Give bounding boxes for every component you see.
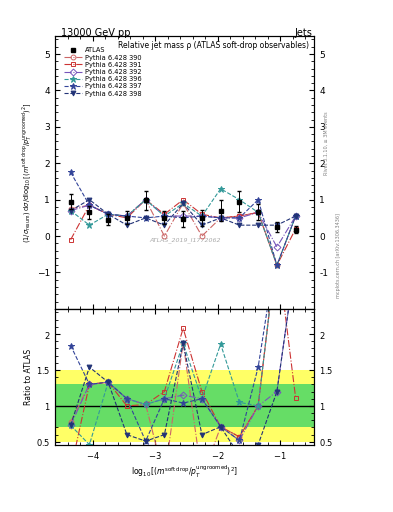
Pythia 6.428 396	[256, 209, 261, 216]
Pythia 6.428 396	[293, 213, 298, 219]
Pythia 6.428 392	[125, 213, 129, 219]
Pythia 6.428 398	[275, 222, 279, 228]
Pythia 6.428 392	[275, 244, 279, 250]
Pythia 6.428 392	[237, 215, 242, 221]
Pythia 6.428 392	[293, 213, 298, 219]
Text: 13000 GeV pp: 13000 GeV pp	[61, 28, 130, 38]
Pythia 6.428 396	[143, 197, 148, 203]
Pythia 6.428 396	[200, 213, 204, 219]
Pythia 6.428 397	[218, 215, 223, 221]
Pythia 6.428 390	[218, 215, 223, 221]
Pythia 6.428 398	[200, 222, 204, 228]
Pythia 6.428 396	[162, 213, 167, 219]
Pythia 6.428 392	[181, 213, 185, 219]
Pythia 6.428 396	[106, 211, 110, 217]
Pythia 6.428 396	[87, 222, 92, 228]
Y-axis label: Ratio to ATLAS: Ratio to ATLAS	[24, 349, 33, 405]
Bar	[55, 370, 314, 442]
Pythia 6.428 392	[200, 213, 204, 219]
Pythia 6.428 397	[181, 215, 185, 221]
Pythia 6.428 390	[125, 213, 129, 219]
Pythia 6.428 392	[87, 202, 92, 208]
Pythia 6.428 398	[181, 200, 185, 206]
Pythia 6.428 397	[125, 213, 129, 219]
Pythia 6.428 397	[162, 213, 167, 219]
Pythia 6.428 390	[68, 206, 73, 212]
Pythia 6.428 398	[293, 213, 298, 219]
Pythia 6.428 391	[275, 262, 279, 268]
Pythia 6.428 398	[106, 211, 110, 217]
Pythia 6.428 397	[68, 169, 73, 176]
Pythia 6.428 391	[218, 215, 223, 221]
Pythia 6.428 397	[275, 262, 279, 268]
Pythia 6.428 391	[125, 215, 129, 221]
Pythia 6.428 397	[237, 215, 242, 221]
Line: Pythia 6.428 397: Pythia 6.428 397	[67, 169, 299, 269]
Pythia 6.428 390	[237, 213, 242, 219]
Line: Pythia 6.428 398: Pythia 6.428 398	[68, 197, 298, 228]
Pythia 6.428 398	[237, 222, 242, 228]
Pythia 6.428 391	[87, 202, 92, 208]
Pythia 6.428 390	[162, 233, 167, 239]
Text: Rivet 3.1.10, ≥ 3M events: Rivet 3.1.10, ≥ 3M events	[324, 112, 329, 175]
Pythia 6.428 391	[106, 211, 110, 217]
Pythia 6.428 390	[275, 262, 279, 268]
Pythia 6.428 396	[237, 197, 242, 203]
Pythia 6.428 392	[162, 213, 167, 219]
Pythia 6.428 398	[125, 222, 129, 228]
Pythia 6.428 397	[143, 215, 148, 221]
Pythia 6.428 391	[68, 237, 73, 243]
Pythia 6.428 390	[181, 200, 185, 206]
Pythia 6.428 396	[125, 213, 129, 219]
Text: Jets: Jets	[295, 28, 312, 38]
Pythia 6.428 390	[143, 197, 148, 203]
Pythia 6.428 391	[181, 197, 185, 203]
Pythia 6.428 398	[68, 207, 73, 214]
Pythia 6.428 391	[256, 209, 261, 216]
Pythia 6.428 390	[200, 233, 204, 239]
Pythia 6.428 397	[256, 197, 261, 203]
Pythia 6.428 396	[275, 262, 279, 268]
Pythia 6.428 392	[68, 207, 73, 214]
Pythia 6.428 390	[87, 202, 92, 208]
Pythia 6.428 397	[87, 202, 92, 208]
Pythia 6.428 391	[162, 211, 167, 217]
Pythia 6.428 391	[200, 211, 204, 217]
Pythia 6.428 392	[143, 197, 148, 203]
Line: Pythia 6.428 392: Pythia 6.428 392	[68, 197, 298, 249]
Y-axis label: $(1/\sigma_\mathrm{resum})$ d$\sigma$/d$\log_{10}[(m^\mathrm{soft\,drop}/p_T^\ma: $(1/\sigma_\mathrm{resum})$ d$\sigma$/d$…	[20, 102, 34, 243]
Pythia 6.428 398	[256, 222, 261, 228]
Pythia 6.428 391	[237, 213, 242, 219]
Pythia 6.428 397	[200, 213, 204, 219]
Pythia 6.428 398	[162, 222, 167, 228]
Pythia 6.428 397	[293, 213, 298, 219]
Text: Relative jet mass ρ (ATLAS soft-drop observables): Relative jet mass ρ (ATLAS soft-drop obs…	[118, 41, 309, 50]
Legend: ATLAS, Pythia 6.428 390, Pythia 6.428 391, Pythia 6.428 392, Pythia 6.428 396, P: ATLAS, Pythia 6.428 390, Pythia 6.428 39…	[64, 48, 141, 97]
Pythia 6.428 398	[143, 215, 148, 221]
Line: Pythia 6.428 396: Pythia 6.428 396	[67, 185, 299, 269]
Bar	[55, 385, 314, 428]
Pythia 6.428 391	[293, 226, 298, 232]
Pythia 6.428 392	[256, 209, 261, 216]
Line: Pythia 6.428 390: Pythia 6.428 390	[68, 197, 298, 268]
Pythia 6.428 392	[218, 215, 223, 221]
Pythia 6.428 390	[293, 213, 298, 219]
Pythia 6.428 390	[106, 211, 110, 217]
Pythia 6.428 391	[143, 197, 148, 203]
Line: Pythia 6.428 391: Pythia 6.428 391	[68, 197, 298, 268]
Pythia 6.428 396	[181, 200, 185, 206]
Pythia 6.428 392	[106, 211, 110, 217]
Text: ATLAS_2019_I1772062: ATLAS_2019_I1772062	[149, 238, 220, 244]
Pythia 6.428 398	[87, 197, 92, 203]
Text: mcplots.cern.ch [arXiv:1306.3436]: mcplots.cern.ch [arXiv:1306.3436]	[336, 214, 341, 298]
Pythia 6.428 398	[218, 215, 223, 221]
Pythia 6.428 397	[106, 211, 110, 217]
Pythia 6.428 396	[218, 186, 223, 192]
X-axis label: $\log_{10}[(m^\mathrm{soft\,drop}/p_T^\mathrm{ungroomed})^2]$: $\log_{10}[(m^\mathrm{soft\,drop}/p_T^\m…	[131, 464, 238, 480]
Pythia 6.428 396	[68, 207, 73, 214]
Pythia 6.428 390	[256, 209, 261, 216]
